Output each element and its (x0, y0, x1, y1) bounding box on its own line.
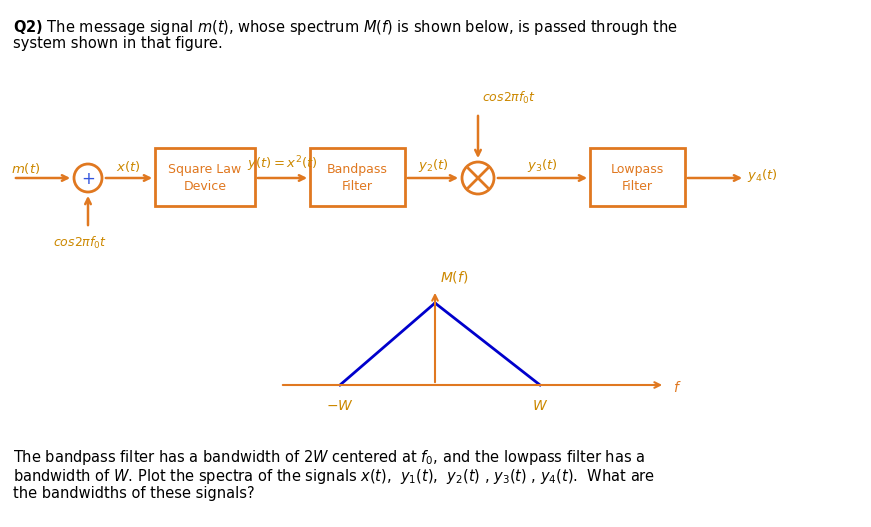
Text: the bandwidths of these signals?: the bandwidths of these signals? (13, 486, 254, 501)
Text: $m(t)$: $m(t)$ (11, 161, 40, 176)
Text: $-W$: $-W$ (326, 399, 354, 413)
Text: Filter: Filter (622, 181, 653, 193)
Text: $x(t)$: $x(t)$ (116, 159, 141, 174)
Text: $+$: $+$ (81, 170, 95, 188)
Text: $y_2(t)$: $y_2(t)$ (418, 157, 449, 174)
Text: Lowpass: Lowpass (611, 162, 664, 175)
Text: $f$: $f$ (673, 379, 682, 395)
Text: Device: Device (184, 181, 226, 193)
Text: Bandpass: Bandpass (327, 162, 388, 175)
Text: Filter: Filter (342, 181, 373, 193)
Bar (310, 148, 405, 206)
Bar (590, 148, 685, 206)
Text: system shown in that figure.: system shown in that figure. (13, 36, 223, 51)
Text: bandwidth of $W$. Plot the spectra of the signals $x(t)$,  $y_1(t)$,  $y_2(t)$ ,: bandwidth of $W$. Plot the spectra of th… (13, 467, 655, 486)
Text: $M(f)$: $M(f)$ (440, 269, 469, 285)
Text: $y_4(t)$: $y_4(t)$ (747, 168, 778, 184)
Text: $\mathbf{Q2)}$ The message signal $m(t)$, whose spectrum $M(f)$ is shown below, : $\mathbf{Q2)}$ The message signal $m(t)$… (13, 18, 678, 37)
Bar (155, 148, 255, 206)
Text: $W$: $W$ (532, 399, 548, 413)
Text: The bandpass filter has a bandwidth of $2W$ centered at $f_0$, and the lowpass f: The bandpass filter has a bandwidth of $… (13, 448, 645, 467)
Text: $y_3(t)$: $y_3(t)$ (527, 157, 557, 174)
Text: $y(t) = x^2(t)$: $y(t) = x^2(t)$ (247, 154, 318, 174)
Text: $cos2\pi f_0 t$: $cos2\pi f_0 t$ (482, 90, 537, 106)
Text: Square Law: Square Law (168, 162, 241, 175)
Text: $cos2\pi f_0 t$: $cos2\pi f_0 t$ (53, 235, 107, 251)
